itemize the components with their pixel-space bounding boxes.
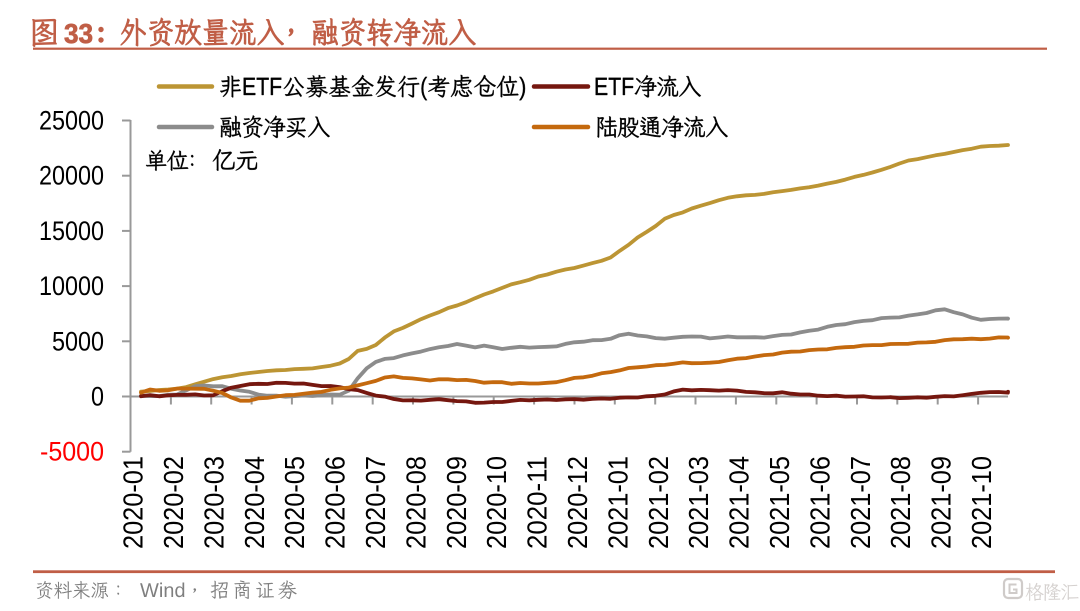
- svg-text:2021-09: 2021-09: [926, 456, 957, 549]
- svg-text:2020-03: 2020-03: [198, 456, 229, 549]
- svg-text:2021-04: 2021-04: [724, 456, 755, 549]
- svg-text:2020-08: 2020-08: [400, 456, 431, 549]
- svg-text:15000: 15000: [39, 216, 104, 246]
- svg-text:2020-09: 2020-09: [441, 456, 472, 549]
- svg-text:2021-08: 2021-08: [885, 456, 916, 549]
- svg-text:2020-07: 2020-07: [360, 456, 391, 549]
- svg-text:25000: 25000: [39, 106, 104, 136]
- svg-text:2020-02: 2020-02: [158, 456, 189, 549]
- svg-text:2020-05: 2020-05: [279, 456, 310, 549]
- svg-text:2021-05: 2021-05: [764, 456, 795, 549]
- svg-text:2020-10: 2020-10: [481, 456, 512, 549]
- svg-text:20000: 20000: [39, 161, 104, 191]
- svg-text:2021-02: 2021-02: [643, 456, 674, 549]
- svg-text:-5000: -5000: [40, 437, 104, 467]
- svg-text:2021-10: 2021-10: [966, 456, 997, 549]
- svg-text:2020-06: 2020-06: [320, 456, 351, 549]
- svg-text:2021-06: 2021-06: [804, 456, 835, 549]
- svg-text:2020-04: 2020-04: [239, 456, 270, 549]
- svg-text:5000: 5000: [52, 326, 104, 356]
- svg-text:2020-12: 2020-12: [562, 456, 593, 549]
- svg-text:2020-11: 2020-11: [522, 456, 553, 549]
- svg-text:2020-01: 2020-01: [118, 456, 149, 549]
- svg-text:2021-07: 2021-07: [845, 456, 876, 549]
- svg-text:10000: 10000: [39, 271, 104, 301]
- svg-text:2021-03: 2021-03: [683, 456, 714, 549]
- svg-text:2021-01: 2021-01: [602, 456, 633, 549]
- svg-text:0: 0: [91, 382, 104, 412]
